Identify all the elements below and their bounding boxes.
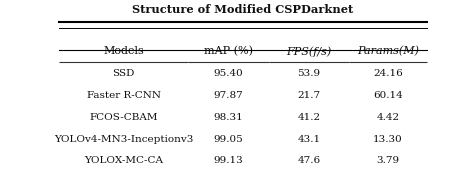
Text: Structure of Modified CSPDarknet: Structure of Modified CSPDarknet: [132, 4, 354, 15]
Text: Table IV: Table IV: [221, 0, 264, 2]
